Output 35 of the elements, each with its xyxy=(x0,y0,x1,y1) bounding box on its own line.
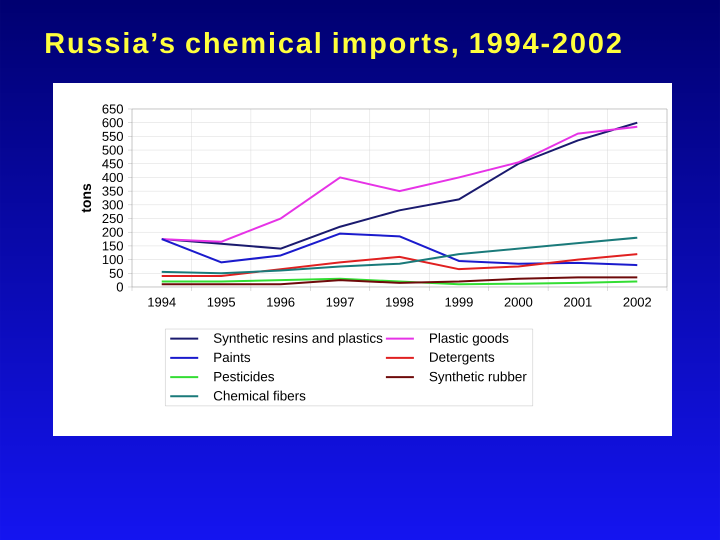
line-series xyxy=(160,232,638,266)
y-tick-label: 200 xyxy=(102,228,123,237)
y-tick-label: 100 xyxy=(102,255,123,264)
y-tick-label: 150 xyxy=(102,241,123,250)
y-tick-label: 650 xyxy=(102,104,123,114)
line-series xyxy=(160,236,638,274)
y-tick-label: 50 xyxy=(110,268,123,278)
x-tick-label: 1997 xyxy=(326,298,354,307)
legend-label: Synthetic rubber xyxy=(430,371,527,384)
chart-title: Russia’s chemical imports, 1994-2002 xyxy=(46,32,621,59)
x-tick-label: 1996 xyxy=(267,298,294,307)
y-tick-label: 400 xyxy=(102,172,123,182)
y-tick-label: 0 xyxy=(116,282,123,292)
y-tick-label: 250 xyxy=(102,214,123,224)
y-tick-label: 450 xyxy=(102,159,123,168)
y-tick-label: 350 xyxy=(102,186,123,196)
x-tick-label: 1995 xyxy=(208,298,236,307)
legend-label: Synthetic resins and plastics xyxy=(214,333,382,346)
x-tick-label: 1998 xyxy=(386,298,414,307)
legend-label: Chemical fibers xyxy=(214,390,306,401)
line-series xyxy=(160,253,638,278)
x-tick-label: 1994 xyxy=(148,298,176,307)
y-tick-label: 300 xyxy=(102,200,123,210)
x-tick-label: 2001 xyxy=(564,298,592,307)
legend-label: Plastic goods xyxy=(430,333,508,346)
legend-label: Detergents xyxy=(430,352,494,365)
x-tick-label: 1999 xyxy=(446,298,473,307)
y-tick-label: 550 xyxy=(102,132,123,141)
legend-label: Paints xyxy=(214,352,250,362)
x-tick-label: 2000 xyxy=(504,298,532,307)
y-tick-label: 500 xyxy=(102,145,123,155)
x-tick-label: 2002 xyxy=(624,298,652,307)
legend-label: Pesticides xyxy=(214,371,274,382)
y-axis-title: tons xyxy=(82,184,92,213)
y-tick-label: 600 xyxy=(102,118,123,128)
